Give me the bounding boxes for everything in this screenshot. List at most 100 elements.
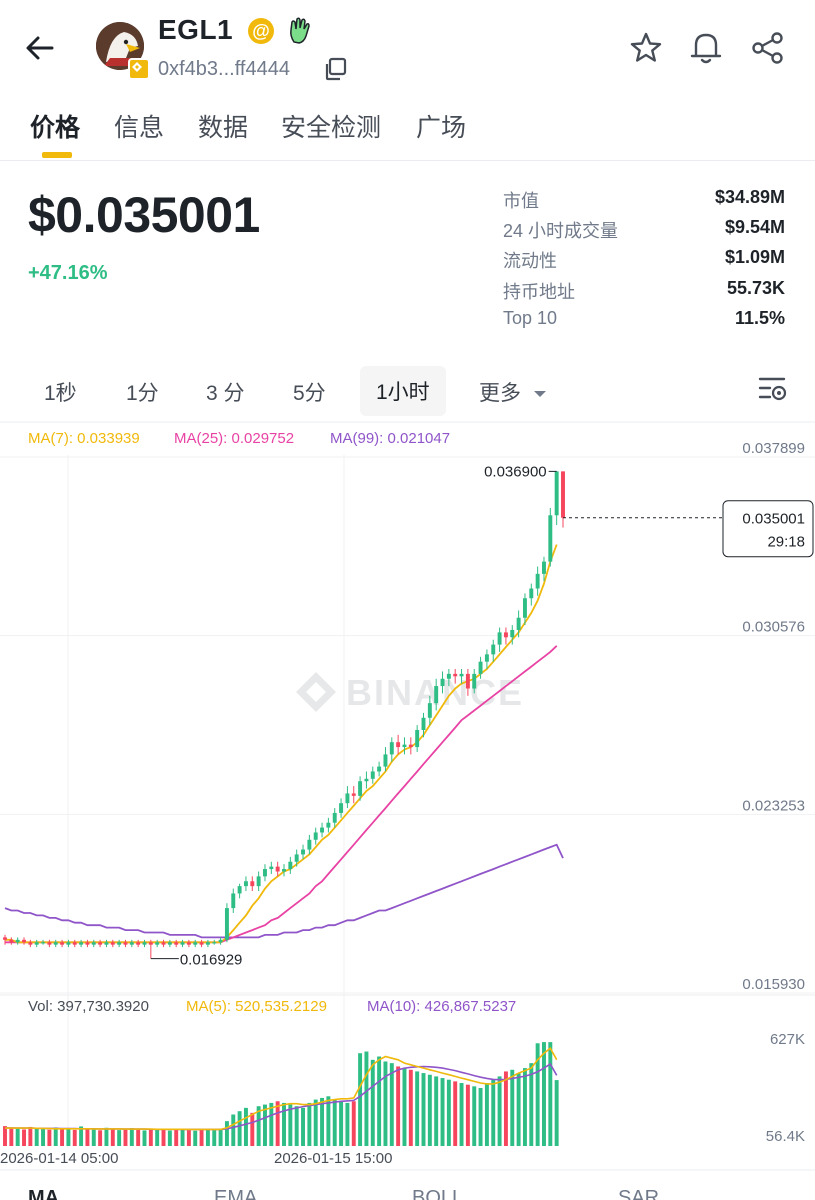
candle-body xyxy=(459,673,464,677)
volume-bar xyxy=(313,1099,318,1146)
volume-legend: Vol: 397,730.3920 xyxy=(28,998,149,1015)
indicator-tab-ma[interactable]: MA xyxy=(28,1187,59,1200)
volume-bar xyxy=(72,1129,77,1146)
binance-watermark xyxy=(296,672,336,712)
tab-info[interactable]: 信息 xyxy=(114,114,165,142)
volume-bar xyxy=(110,1129,115,1146)
candle-body xyxy=(98,942,103,945)
hand-icon[interactable] xyxy=(286,16,312,44)
volume-bar xyxy=(174,1129,179,1146)
volume-ma10-legend: MA(10): 426,867.5237 xyxy=(367,998,516,1015)
tab-security[interactable]: 安全检测 xyxy=(281,114,382,142)
stat-value-liquidity: $1.09M xyxy=(724,247,785,267)
volume-bar xyxy=(358,1053,363,1146)
candle-body xyxy=(389,742,394,755)
candle-body xyxy=(434,686,439,704)
price-change: +47.16% xyxy=(28,262,108,284)
volume-bar xyxy=(459,1083,464,1146)
copy-icon[interactable] xyxy=(322,56,348,82)
tab-square[interactable]: 广场 xyxy=(416,114,467,142)
candle-body xyxy=(3,937,7,940)
interval-more-label: 更多 xyxy=(479,382,521,405)
candle-body xyxy=(478,661,483,674)
candle-body xyxy=(561,471,565,518)
interval-more[interactable]: 更多 xyxy=(479,376,547,408)
volume-tick-label: 56.4K xyxy=(766,1128,805,1145)
candle-body xyxy=(148,942,153,945)
top-bar: EGL1 @ 0xf4b3...ff4444 xyxy=(0,0,815,96)
tab-data[interactable]: 数据 xyxy=(198,114,249,142)
candle-body xyxy=(224,908,229,940)
volume-bar xyxy=(155,1128,160,1146)
candle-body xyxy=(91,942,96,945)
volume-bar xyxy=(491,1079,496,1146)
volume-bar xyxy=(383,1061,388,1146)
candle-body xyxy=(503,632,508,638)
price-tick-label: 0.023253 xyxy=(742,797,805,814)
candle-body xyxy=(180,942,185,945)
volume-bar xyxy=(256,1106,261,1146)
interval-1h[interactable]: 1小时 xyxy=(360,366,446,416)
stat-label-holders: 持币地址 xyxy=(503,282,575,302)
volume-bar xyxy=(104,1127,109,1146)
price-tick-label: 0.037899 xyxy=(742,440,805,457)
candle-body xyxy=(364,778,369,782)
volume-bar xyxy=(193,1130,198,1146)
candle-body xyxy=(237,886,242,894)
indicator-tab-boll[interactable]: BOLL xyxy=(412,1187,463,1200)
volume-bar xyxy=(351,1101,356,1146)
star-icon[interactable] xyxy=(628,30,664,66)
volume-bar xyxy=(434,1076,439,1146)
volume-bar xyxy=(446,1079,451,1146)
volume-bar xyxy=(123,1129,128,1146)
stat-value-volume: $9.54M xyxy=(724,217,785,237)
candle-body xyxy=(212,942,217,944)
volume-bar xyxy=(263,1104,267,1146)
candle-body xyxy=(402,744,407,748)
volume-bar xyxy=(282,1102,286,1146)
volume-bar xyxy=(294,1106,299,1146)
volume-tick-label: 627K xyxy=(770,1031,805,1048)
indicator-tab-ema[interactable]: EMA xyxy=(214,1187,258,1200)
interval-1m[interactable]: 1分 xyxy=(126,382,159,405)
volume-bar xyxy=(345,1102,350,1146)
stat-label-volume: 24 小时成交量 xyxy=(503,221,619,241)
volume-bar xyxy=(85,1128,90,1146)
high-price-label: 0.036900 xyxy=(484,463,547,480)
volume-bar xyxy=(453,1081,458,1146)
candle-body xyxy=(250,881,255,887)
ma7-legend: MA(7): 0.033939 xyxy=(28,430,140,447)
volume-bar xyxy=(529,1063,534,1146)
candle-body xyxy=(535,573,540,589)
interval-3m[interactable]: 3 分 xyxy=(206,382,245,405)
volume-bar xyxy=(332,1099,337,1146)
candle-body xyxy=(522,598,527,618)
volume-bar xyxy=(98,1130,103,1146)
back-arrow-icon[interactable] xyxy=(22,30,58,66)
time-tick-label: 2026-01-15 15:00 xyxy=(274,1150,392,1167)
stat-value-market-cap: $34.89M xyxy=(714,187,785,207)
volume-bar xyxy=(415,1071,420,1146)
candle-body xyxy=(60,942,65,945)
candle-body xyxy=(453,673,458,677)
chart-settings-icon[interactable] xyxy=(758,375,788,403)
volume-bar xyxy=(91,1129,96,1146)
bell-icon[interactable] xyxy=(688,28,724,66)
volume-bar xyxy=(408,1069,413,1146)
ma25-legend: MA(25): 0.029752 xyxy=(174,430,294,447)
contract-address: 0xf4b3...ff4444 xyxy=(158,58,290,80)
watermark-text: BINANCE xyxy=(346,672,524,713)
price-chart[interactable]: 0.037899 0.030576 0.023253 0.015930 BINANCE 0… xyxy=(0,420,815,1200)
volume-bar xyxy=(243,1107,248,1146)
tab-price[interactable]: 价格 xyxy=(30,114,81,142)
volume-bar xyxy=(66,1129,71,1146)
volume-bar xyxy=(516,1073,521,1146)
ma99-line xyxy=(4,843,564,939)
indicator-tab-sar[interactable]: SAR xyxy=(618,1187,659,1200)
interval-1s[interactable]: 1秒 xyxy=(44,382,77,405)
interval-5m[interactable]: 5分 xyxy=(293,382,326,405)
volume-bar xyxy=(199,1129,204,1146)
at-icon[interactable]: @ xyxy=(248,18,274,44)
share-icon[interactable] xyxy=(750,30,786,66)
candle-body xyxy=(22,939,26,943)
